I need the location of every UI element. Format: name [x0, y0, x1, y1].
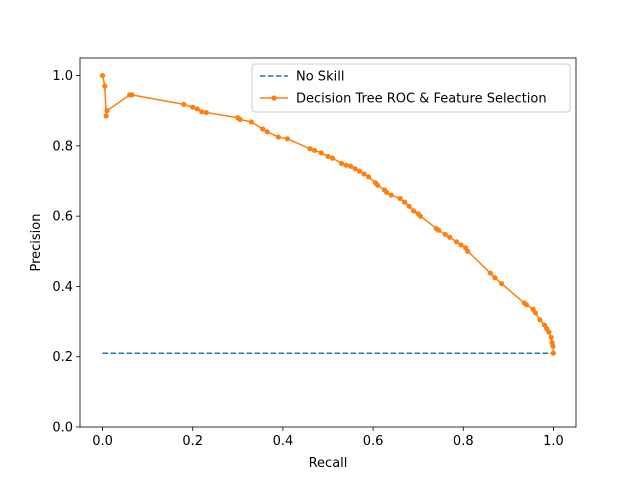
x-axis-label: Recall — [309, 456, 348, 471]
x-axis-ticks: 0.0 0.2 0.4 0.6 0.8 1.0 — [92, 427, 564, 449]
data-point — [532, 310, 539, 316]
data-point — [447, 234, 453, 240]
data-point — [343, 162, 349, 168]
axes-frame — [79, 57, 577, 428]
y-tick-label: 0.6 — [52, 210, 73, 225]
data-point — [311, 147, 318, 154]
axes-border — [79, 57, 577, 428]
data-point — [347, 163, 354, 169]
x-tick-label: 0.8 — [453, 434, 474, 449]
x-tick-label: 1.0 — [543, 434, 564, 449]
data-point — [338, 160, 345, 167]
data-point — [499, 281, 505, 287]
data-point — [402, 199, 408, 205]
legend-label-1: Decision Tree ROC & Feature Selection — [296, 92, 547, 107]
x-tick-label: 0.2 — [182, 434, 203, 449]
plot-area — [99, 72, 557, 356]
data-point — [548, 334, 554, 340]
y-tick-label: 0.2 — [52, 350, 73, 365]
y-tick-label: 0.8 — [52, 139, 73, 154]
data-point — [190, 104, 196, 110]
data-point — [318, 150, 324, 156]
data-point — [442, 231, 448, 238]
data-point — [453, 239, 460, 245]
data-point — [465, 248, 471, 254]
legend-box — [251, 63, 571, 113]
legend: No Skill Decision Tree ROC & Feature Sele… — [251, 63, 571, 113]
data-point — [492, 275, 498, 281]
data-point — [435, 227, 442, 233]
data-point — [487, 270, 493, 276]
data-point — [237, 116, 243, 123]
data-point — [248, 119, 254, 125]
data-point — [546, 329, 552, 335]
data-point — [103, 113, 109, 119]
data-point — [203, 109, 209, 116]
data-point — [104, 108, 110, 114]
data-point — [550, 343, 556, 349]
data-point — [260, 126, 266, 132]
data-point — [458, 242, 464, 248]
data-point — [384, 189, 390, 195]
data-point — [406, 203, 412, 209]
data-point — [361, 171, 367, 177]
legend-marker-1 — [271, 95, 277, 101]
data-point — [352, 166, 358, 172]
x-tick-label: 0.0 — [92, 434, 113, 449]
data-point — [417, 213, 424, 219]
x-tick-label: 0.6 — [363, 434, 384, 449]
data-point — [129, 92, 135, 98]
legend-label-0: No Skill — [296, 70, 344, 85]
data-point — [102, 83, 108, 89]
data-point — [388, 192, 394, 198]
data-point — [550, 350, 557, 356]
y-axis-ticks: 0.0 0.2 0.4 0.6 0.8 1.0 — [52, 69, 80, 436]
data-point — [365, 174, 372, 180]
data-point — [329, 155, 336, 161]
data-point — [523, 302, 530, 308]
data-point — [325, 153, 331, 159]
data-point — [307, 146, 313, 152]
data-point — [537, 317, 543, 323]
data-point — [181, 101, 187, 107]
data-point — [264, 129, 270, 135]
y-tick-label: 1.0 — [52, 69, 73, 84]
y-axis-label: Precision — [29, 213, 44, 271]
x-tick-label: 0.4 — [273, 434, 294, 449]
data-point — [99, 72, 106, 79]
data-point — [397, 195, 403, 202]
data-point — [199, 109, 205, 115]
y-tick-label: 0.0 — [52, 421, 73, 436]
data-point — [411, 208, 417, 214]
data-point — [375, 182, 381, 188]
data-point — [194, 106, 200, 112]
data-point — [275, 134, 281, 140]
y-tick-label: 0.4 — [52, 280, 73, 295]
data-point — [356, 168, 363, 174]
data-point — [284, 136, 291, 142]
